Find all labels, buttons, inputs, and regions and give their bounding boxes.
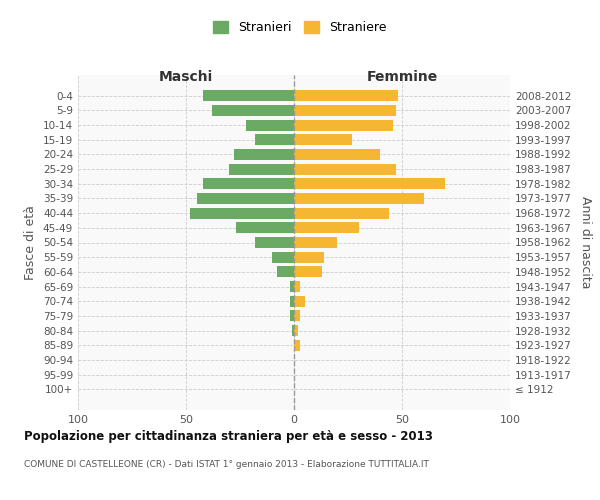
Bar xyxy=(290,310,294,322)
Bar xyxy=(294,237,337,248)
Y-axis label: Fasce di età: Fasce di età xyxy=(25,205,37,280)
Text: Maschi: Maschi xyxy=(159,70,213,84)
Bar xyxy=(197,193,294,204)
Bar xyxy=(290,281,294,292)
Legend: Stranieri, Straniere: Stranieri, Straniere xyxy=(208,16,392,40)
Bar xyxy=(294,281,301,292)
Bar xyxy=(272,252,294,262)
Text: Femmine: Femmine xyxy=(367,70,437,84)
Bar xyxy=(294,325,298,336)
Bar xyxy=(294,266,322,278)
Bar xyxy=(294,149,380,160)
Bar xyxy=(229,164,294,174)
Bar xyxy=(203,90,294,101)
Bar xyxy=(294,208,389,218)
Bar xyxy=(294,120,394,130)
Bar xyxy=(294,105,395,116)
Bar xyxy=(294,252,324,262)
Bar xyxy=(294,340,301,350)
Bar xyxy=(255,237,294,248)
Bar xyxy=(294,193,424,204)
Bar xyxy=(233,149,294,160)
Bar xyxy=(294,134,352,145)
Bar xyxy=(294,296,305,306)
Y-axis label: Anni di nascita: Anni di nascita xyxy=(580,196,592,289)
Bar xyxy=(212,105,294,116)
Bar xyxy=(294,178,445,190)
Text: Popolazione per cittadinanza straniera per età e sesso - 2013: Popolazione per cittadinanza straniera p… xyxy=(24,430,433,443)
Bar xyxy=(236,222,294,234)
Bar xyxy=(190,208,294,218)
Bar xyxy=(294,310,301,322)
Bar xyxy=(292,325,294,336)
Bar xyxy=(247,120,294,130)
Bar xyxy=(294,90,398,101)
Bar xyxy=(203,178,294,190)
Bar xyxy=(294,164,395,174)
Bar xyxy=(290,296,294,306)
Bar xyxy=(255,134,294,145)
Bar xyxy=(294,222,359,234)
Bar xyxy=(277,266,294,278)
Text: COMUNE DI CASTELLEONE (CR) - Dati ISTAT 1° gennaio 2013 - Elaborazione TUTTITALI: COMUNE DI CASTELLEONE (CR) - Dati ISTAT … xyxy=(24,460,429,469)
